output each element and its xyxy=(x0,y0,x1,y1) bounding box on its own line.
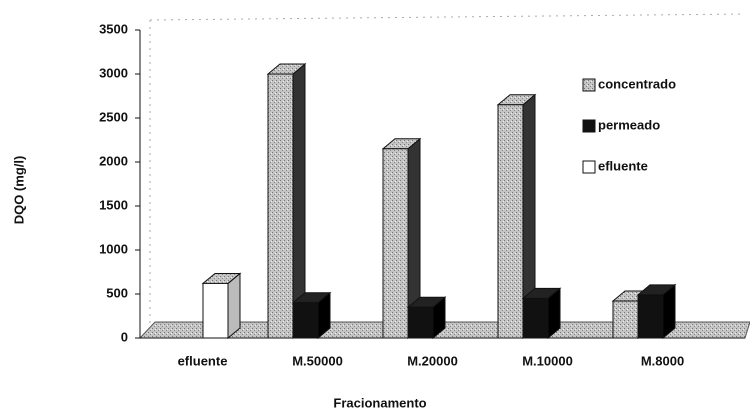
legend-label: efluente xyxy=(598,158,648,173)
y-tick-label: 1000 xyxy=(99,241,128,256)
legend-swatch xyxy=(582,78,596,92)
legend-swatch xyxy=(582,119,596,133)
x-tick-label: efluente xyxy=(178,353,228,368)
legend-swatch xyxy=(582,160,596,174)
bar xyxy=(292,302,319,339)
bar xyxy=(407,306,434,339)
x-tick-label: M.20000 xyxy=(407,353,458,368)
bar xyxy=(267,73,294,339)
bar xyxy=(522,297,549,339)
y-tick-label: 2500 xyxy=(99,109,128,124)
y-tick-label: 1500 xyxy=(99,197,128,212)
y-axis-title: DQO (mg/l) xyxy=(11,156,26,225)
x-axis-title: Fracionamento xyxy=(333,395,426,410)
y-tick-label: 0 xyxy=(121,329,128,344)
legend-label: concentrado xyxy=(598,76,676,91)
bar xyxy=(497,104,524,339)
bar xyxy=(202,282,229,339)
x-tick-label: M.10000 xyxy=(522,353,573,368)
bar xyxy=(637,294,664,339)
x-tick-label: M.8000 xyxy=(641,353,684,368)
y-tick-label: 3500 xyxy=(99,21,128,36)
bar xyxy=(382,148,409,339)
y-tick-label: 500 xyxy=(106,285,128,300)
legend-label: permeado xyxy=(598,117,660,132)
bar-side xyxy=(227,272,241,340)
bar xyxy=(612,300,639,339)
x-tick-label: M.50000 xyxy=(292,353,343,368)
back-wall-edge xyxy=(149,13,746,21)
y-tick-label: 2000 xyxy=(99,153,128,168)
y-tick-label: 3000 xyxy=(99,65,128,80)
